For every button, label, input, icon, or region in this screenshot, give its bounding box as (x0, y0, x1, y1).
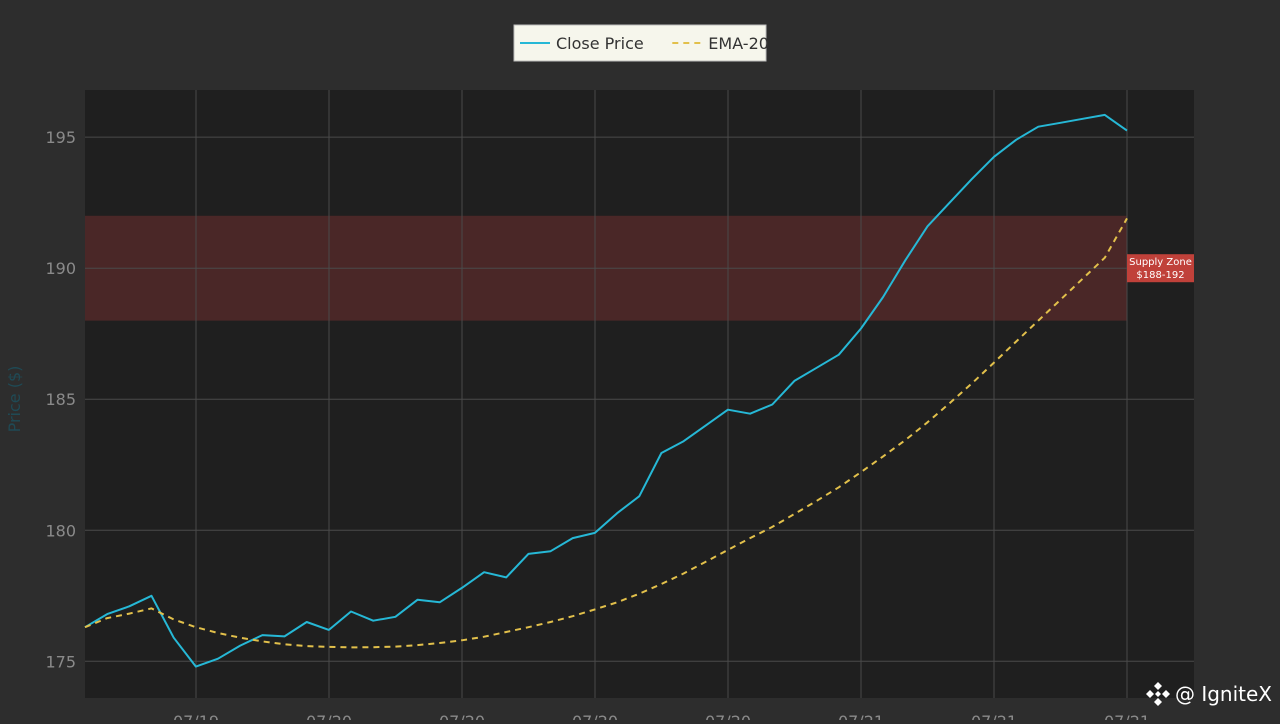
series-layer (84, 113, 1128, 668)
y-tick-labels: 175 180 185 190 195 (45, 128, 76, 671)
legend: Close Price EMA-20 (513, 24, 769, 62)
y-tick-label: 180 (45, 521, 76, 540)
y-tick-label: 185 (45, 390, 76, 409)
diamond-logo-icon (1145, 682, 1170, 706)
watermark-text: @ IgniteX (1174, 682, 1272, 706)
x-tick-label: 07/20 (705, 712, 751, 720)
y-tick-label: 175 (45, 652, 76, 671)
watermark: @ IgniteX (1145, 681, 1272, 707)
x-tick-label: 07/21 (971, 712, 1017, 720)
x-tick-label: 07/20 (439, 712, 485, 720)
x-tick-label: 07/21 (838, 712, 884, 720)
legend-box (513, 24, 767, 62)
supply-zone-label-box (1127, 254, 1194, 283)
y-axis-label: Price ($) (5, 366, 24, 433)
x-tick-labels: 07/19 07/20 07/20 07/20 07/20 07/21 07/21 07/21 (173, 712, 1150, 724)
plot-area (85, 90, 1194, 698)
y-tick-label: 195 (45, 128, 76, 147)
grid-layer (85, 90, 1194, 698)
supply-zone-label-line-1: Supply Zone (1129, 257, 1192, 268)
x-tick-label: 07/19 (173, 712, 219, 720)
legend-entry-label: Close Price (556, 34, 644, 53)
legend-entry-label: EMA-20 (708, 34, 769, 53)
x-tick-label: 07/21 (1104, 712, 1150, 720)
x-tick-label: 07/20 (306, 712, 352, 720)
close-price-line (84, 113, 1128, 668)
ema-20-line (84, 217, 1128, 649)
y-tick-label: 190 (45, 259, 76, 278)
x-tick-label: 07/20 (572, 712, 618, 720)
zone-label-layer: Supply Zone $188-192 (1127, 254, 1194, 283)
supply-zone-label-line-2: $188-192 (1136, 270, 1184, 281)
